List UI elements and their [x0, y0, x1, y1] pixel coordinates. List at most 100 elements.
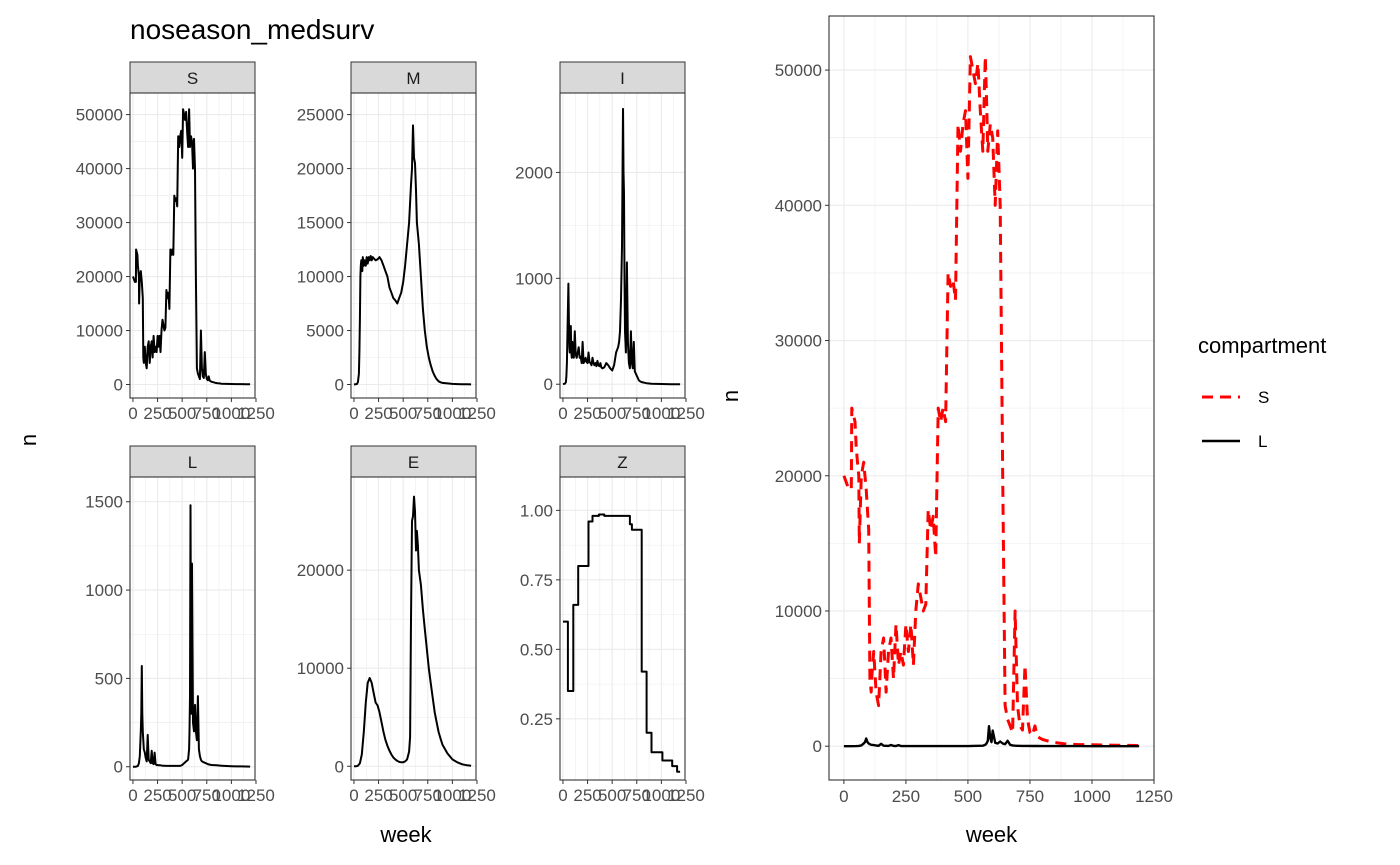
y-tick-label: 50000: [775, 61, 822, 80]
x-tick-label: 1000: [1073, 787, 1111, 806]
x-tick-label: 1250: [237, 786, 275, 805]
y-tick-label: 30000: [76, 214, 123, 233]
legend-item-L: L: [1202, 432, 1267, 451]
facet-strip-label: M: [406, 69, 420, 88]
x-tick-label: 1000: [212, 786, 250, 805]
series-line-L: [843, 725, 1140, 748]
facet-M: M 0 5000 10000 15000 20000 25000 0 2505007501000…: [297, 61, 496, 423]
series-line-S: [842, 55, 1140, 747]
legend-item-S: S: [1202, 388, 1269, 407]
y-tick-label: 10000: [297, 659, 344, 678]
x-tick-label: 750: [414, 404, 442, 423]
y-tick-label: 0: [813, 737, 822, 756]
series-line-L: [133, 504, 251, 768]
x-tick-label: 0: [839, 787, 848, 806]
y-tick-label: 1000: [85, 581, 123, 600]
y-tick-label: 0.50: [520, 640, 553, 659]
y-tick-label: 0: [335, 376, 344, 395]
series-line-E: [354, 495, 472, 768]
x-tick-label: 500: [389, 404, 417, 423]
facet-strip-label: Z: [617, 453, 627, 472]
facet-x-axis-title: week: [379, 822, 432, 847]
x-tick-label: 1000: [433, 786, 471, 805]
x-tick-label: 1250: [1135, 787, 1173, 806]
x-tick-label: 250: [364, 786, 392, 805]
x-tick-label: 500: [954, 787, 982, 806]
y-tick-label: 0: [544, 375, 553, 394]
y-tick-label: 1500: [85, 493, 123, 512]
y-tick-label: 10000: [76, 322, 123, 341]
x-tick-label: 500: [168, 404, 196, 423]
y-tick-label: 25000: [297, 106, 344, 125]
x-tick-label: 1000: [642, 786, 680, 805]
y-tick-label: 0.75: [520, 571, 553, 590]
y-tick-label: 1000: [515, 269, 553, 288]
facet-S: S 0 10000 20000 30000 40000 50000 0 250500750100…: [76, 61, 275, 423]
legend-title: compartment: [1198, 333, 1326, 358]
y-tick-label: 500: [95, 669, 123, 688]
facet-grid-lines: [560, 477, 685, 780]
facet-strip: [129, 61, 256, 94]
x-tick-label: 250: [892, 787, 920, 806]
y-tick-label: 10000: [775, 602, 822, 621]
facet-strip: [350, 445, 477, 478]
y-tick-label: 20000: [76, 268, 123, 287]
facet-strip-label: E: [408, 453, 419, 472]
y-tick-label: 2000: [515, 163, 553, 182]
x-tick-label: 500: [389, 786, 417, 805]
y-tick-label: 20000: [775, 467, 822, 486]
x-tick-label: 1250: [458, 786, 496, 805]
facet-strip-label: S: [187, 69, 198, 88]
x-tick-label: 750: [193, 404, 221, 423]
facet-strip-label: I: [620, 69, 625, 88]
facet-strip: [559, 445, 686, 478]
facet-y-axis-title: n: [16, 434, 41, 446]
x-tick-label: 750: [193, 786, 221, 805]
facet-grid-lines: [351, 93, 476, 398]
y-tick-label: 0: [335, 757, 344, 776]
x-tick-label: 1250: [237, 404, 275, 423]
facet-panel-border: [129, 476, 256, 781]
series-line-S: [132, 108, 251, 386]
x-tick-label: 1000: [212, 404, 250, 423]
y-tick-label: 20000: [297, 160, 344, 179]
x-tick-label: 500: [598, 404, 626, 423]
y-tick-label: 20000: [297, 561, 344, 580]
x-tick-label: 750: [623, 404, 651, 423]
x-tick-label: 1250: [458, 404, 496, 423]
legend-label-L: L: [1258, 432, 1267, 451]
series-line-M: [353, 124, 472, 386]
x-tick-label: 500: [168, 786, 196, 805]
facet-panel-border: [350, 476, 477, 781]
facet-panel-border: [350, 92, 477, 399]
facet-panel-border: [559, 92, 686, 399]
main-panel-border: [828, 15, 1155, 781]
x-tick-label: 0: [558, 786, 567, 805]
main-grid-lines: [829, 16, 1154, 780]
x-tick-label: 1250: [667, 404, 705, 423]
x-tick-label: 0: [349, 404, 358, 423]
series-line-I: [562, 107, 681, 386]
x-tick-label: 0: [349, 786, 358, 805]
y-tick-label: 10000: [297, 268, 344, 287]
x-tick-label: 250: [143, 786, 171, 805]
main-panel: 0 10000 20000 30000 40000 50000 0 250 500 750 1000…: [718, 15, 1173, 847]
facet-strip: [350, 61, 477, 94]
legend-label-S: S: [1258, 388, 1269, 407]
y-tick-label: 40000: [76, 160, 123, 179]
y-tick-label: 0: [114, 376, 123, 395]
series-line-Z: [563, 513, 681, 773]
y-tick-label: 30000: [775, 332, 822, 351]
y-tick-label: 0.25: [520, 710, 553, 729]
x-tick-label: 1250: [667, 786, 705, 805]
x-tick-label: 750: [1016, 787, 1044, 806]
facet-strip: [129, 445, 256, 478]
facet-strip-label: L: [188, 453, 197, 472]
y-tick-label: 40000: [775, 196, 822, 215]
